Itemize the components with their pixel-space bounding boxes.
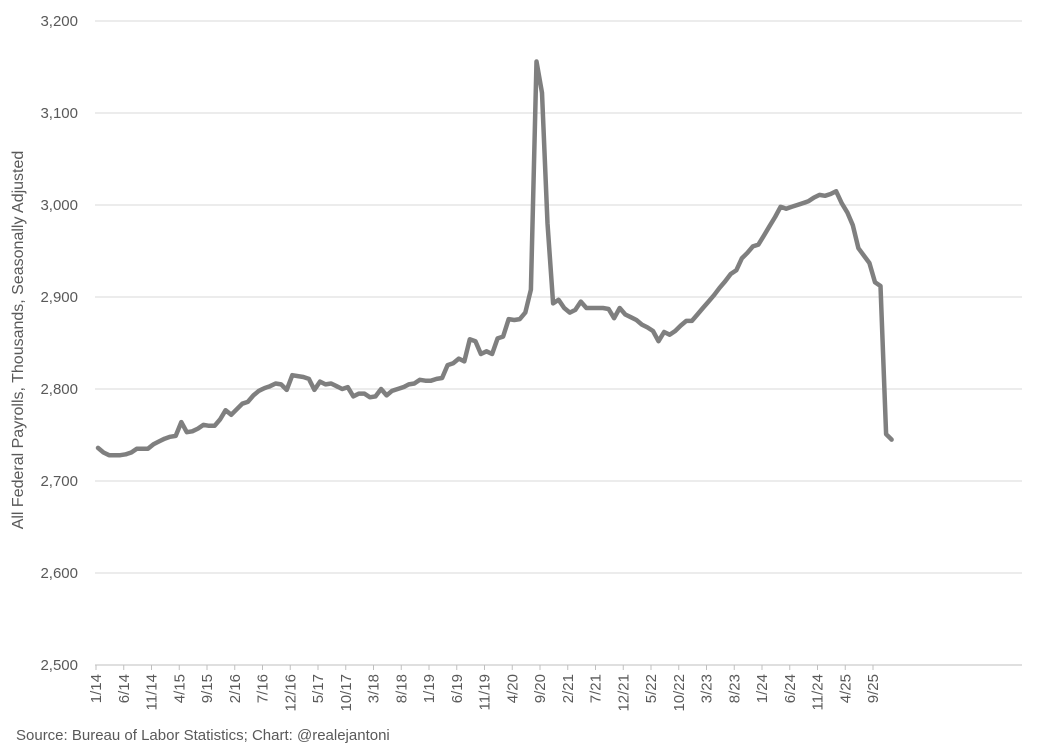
- x-tick-label: 8/23: [726, 674, 743, 703]
- gridlines: [95, 20, 1022, 574]
- y-tick-label: 2,600: [40, 565, 78, 582]
- x-tick-label: 11/19: [477, 674, 494, 710]
- source-note: Source: Bureau of Labor Statistics; Char…: [16, 727, 390, 744]
- x-tick-label: 2/21: [560, 674, 577, 703]
- x-tick-label: 9/15: [199, 674, 216, 703]
- x-tick-label: 7/21: [588, 674, 605, 703]
- y-tick-label: 2,700: [40, 473, 78, 490]
- y-tick-label: 2,800: [40, 381, 78, 398]
- x-tick-label: 3/23: [699, 674, 716, 703]
- x-tick-label: 1/14: [88, 674, 105, 703]
- x-tick-label: 11/14: [144, 674, 161, 710]
- x-tick-label: 2/16: [227, 674, 244, 703]
- x-tick-label: 5/17: [310, 674, 327, 703]
- series-line-federal-payrolls: [95, 59, 894, 458]
- x-tick-label: 12/21: [615, 674, 632, 712]
- y-tick-label: 2,500: [40, 657, 78, 674]
- x-tick-label: 7/16: [255, 674, 272, 703]
- x-tick-label: 6/19: [449, 674, 466, 703]
- x-tick-label: 3/18: [366, 674, 383, 703]
- y-axis-label: All Federal Payrolls, Thousands, Seasona…: [10, 151, 27, 530]
- x-tick-label: 1/24: [754, 674, 771, 703]
- y-tick-label: 3,000: [40, 197, 78, 214]
- x-tick-label: 8/18: [393, 674, 410, 703]
- y-axis-tick-labels: 2,500 2,600 2,700 2,800 2,900 3,000 3,100 3,200: [40, 13, 78, 674]
- x-tick-label: 10/22: [671, 674, 688, 712]
- x-tick-label: 12/16: [282, 674, 299, 712]
- y-tick-label: 3,100: [40, 105, 78, 122]
- x-tick-label: 4/25: [837, 674, 854, 703]
- x-tick-label: 5/22: [643, 674, 660, 703]
- y-tick-label: 2,900: [40, 289, 78, 306]
- x-tick-label: 1/19: [421, 674, 438, 703]
- x-axis-tick-labels: 1/14 6/14 11/14 4/15 9/15 2/16 7/16 12/16 5/17 10…: [88, 665, 882, 712]
- x-tick-label: 4/15: [171, 674, 188, 703]
- y-tick-label: 3,200: [40, 13, 78, 30]
- x-tick-label: 9/20: [532, 674, 549, 703]
- x-tick-label: 6/24: [782, 674, 799, 703]
- x-tick-label: 4/20: [504, 674, 521, 703]
- x-tick-label: 9/25: [865, 674, 882, 703]
- x-tick-label: 6/14: [116, 674, 133, 703]
- x-tick-label: 11/24: [810, 674, 827, 710]
- x-tick-label: 10/17: [338, 674, 355, 712]
